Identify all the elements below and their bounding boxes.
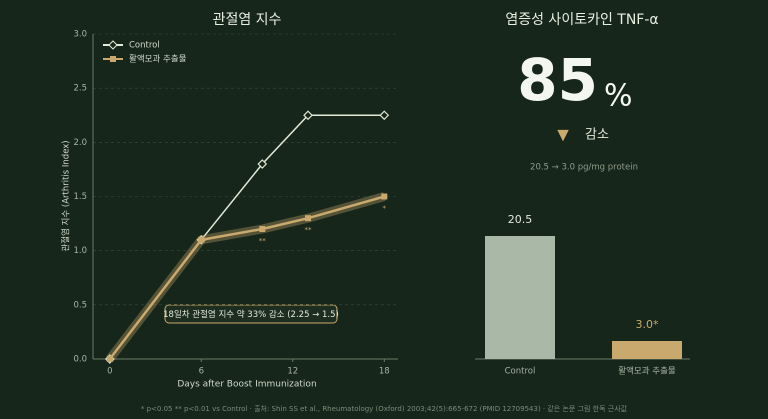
legend-marker bbox=[108, 40, 118, 50]
y-tick-label: 1.0 bbox=[73, 246, 87, 256]
annotation: 18일차 관절염 지수 약 33% 감소 (2.25 → 1.5) bbox=[163, 309, 339, 320]
marker bbox=[381, 193, 388, 200]
y-tick-label: 1.5 bbox=[73, 192, 87, 202]
marker bbox=[303, 110, 313, 121]
value-label: 3.0* bbox=[636, 318, 659, 331]
x-tick-label: 18 bbox=[379, 367, 390, 377]
marker bbox=[259, 226, 266, 232]
series-glow bbox=[106, 192, 386, 362]
line-chart-title: 관절염 지수 bbox=[213, 12, 282, 28]
bar-subtitle: 20.5 → 3.0 pg/mg protein bbox=[530, 163, 638, 173]
y-axis-label: 관절염 지수 (Arthritis Index) bbox=[61, 140, 72, 251]
change-label: 감소 bbox=[585, 128, 609, 143]
y-tick-label: 2.0 bbox=[73, 138, 87, 148]
x-axis-label: Days after Boost Immunization bbox=[177, 380, 316, 390]
bar bbox=[485, 236, 555, 359]
y-tick-label: 0.5 bbox=[73, 300, 87, 310]
legend-label: Control bbox=[129, 41, 160, 51]
headline-unit: % bbox=[604, 79, 633, 114]
x-tick-label: 12 bbox=[287, 367, 298, 377]
y-tick-label: 2.5 bbox=[73, 84, 87, 94]
point-label: ** bbox=[305, 226, 313, 234]
marker bbox=[305, 215, 312, 222]
marker bbox=[379, 110, 390, 121]
y-tick-label: 0.0 bbox=[73, 355, 87, 365]
category-label: 활액모과 추출물 bbox=[618, 366, 676, 377]
category-label: Control bbox=[505, 367, 536, 377]
y-tick-label: 3.0 bbox=[73, 30, 87, 40]
bar bbox=[612, 341, 682, 359]
footnote: * p<0.05 ** p<0.01 vs Control · 출처: Shin… bbox=[141, 404, 628, 413]
bar-chart-title: 염증성 사이토카인 TNF-α bbox=[505, 12, 658, 28]
marker bbox=[257, 159, 268, 169]
x-tick-label: 6 bbox=[199, 367, 204, 377]
marker bbox=[106, 356, 113, 362]
value-label: 20.5 bbox=[508, 213, 533, 226]
x-tick-label: 0 bbox=[107, 367, 112, 377]
headline-value: 85 bbox=[517, 46, 598, 114]
change-symbol: ▼ bbox=[557, 126, 569, 144]
series-line bbox=[108, 195, 385, 360]
legend-label: 활액모과 추출물 bbox=[129, 54, 187, 65]
point-label: ** bbox=[259, 237, 267, 245]
marker bbox=[198, 236, 205, 243]
legend-marker bbox=[110, 56, 116, 62]
point-label: * bbox=[383, 205, 387, 213]
